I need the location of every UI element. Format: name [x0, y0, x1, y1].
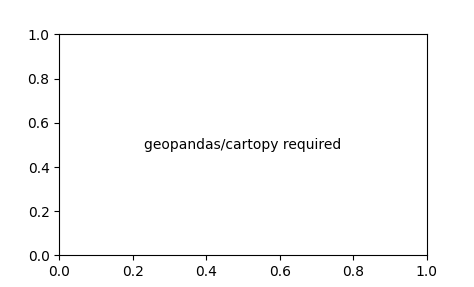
Text: geopandas/cartopy required: geopandas/cartopy required — [144, 138, 342, 152]
